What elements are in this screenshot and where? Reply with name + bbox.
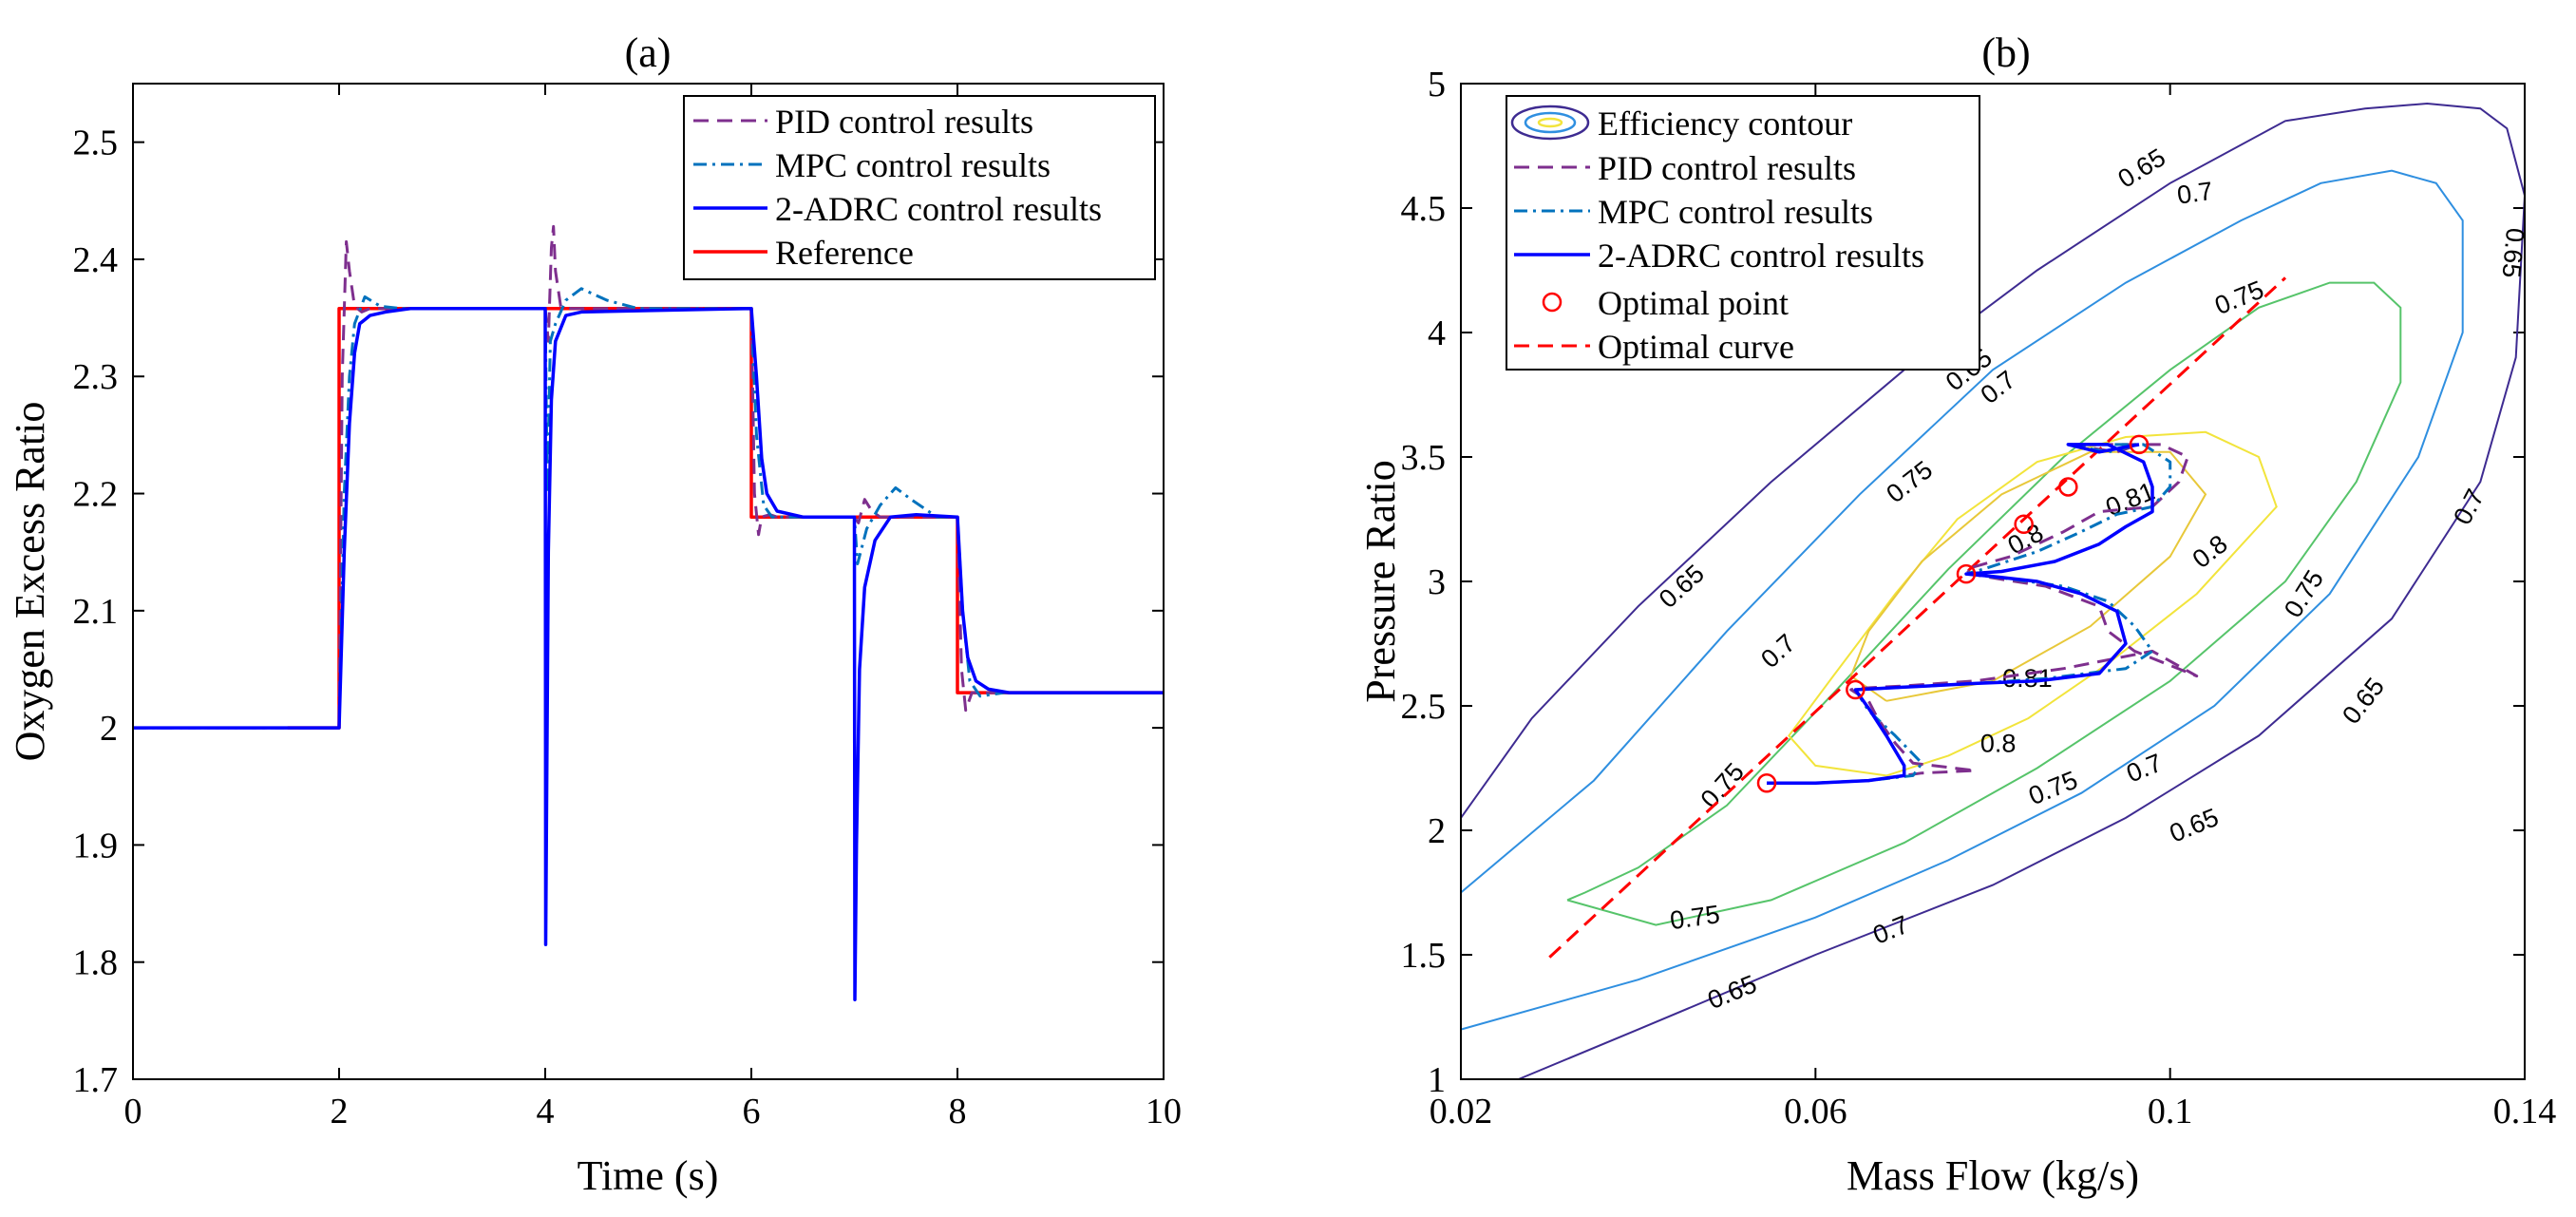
contour-label: 0.75 [1695, 757, 1750, 813]
contour-label: 0.8 [2188, 529, 2233, 574]
a-xtick-label: 0 [124, 1092, 142, 1131]
optimal-curve [1548, 276, 2287, 959]
a-xtick-label: 4 [537, 1092, 555, 1131]
optimal-point [2014, 514, 2034, 534]
panel-b-title: (b) [1981, 29, 2030, 76]
legend-b-optimal-point-label: Optimal point [1598, 284, 1789, 322]
contour-label: 0.75 [2279, 565, 2329, 622]
a-xtick-label: 2 [331, 1092, 349, 1131]
a-ytick-label: 2.1 [73, 592, 119, 632]
legend-b-mpc-label: MPC control results [1598, 193, 1873, 231]
contour-07 [1460, 169, 2464, 1031]
contour-label: 0.65 [2113, 143, 2170, 193]
b-ytick-label: 3 [1428, 562, 1446, 602]
optimal-point [1956, 563, 1977, 584]
contour-label: 0.75 [1881, 455, 1938, 508]
b-ytick-label: 4.5 [1401, 189, 1447, 229]
panel-a-series-reference [287, 306, 1164, 730]
panel-a-series-adrc [133, 306, 1164, 1001]
optimal-point [1846, 679, 1866, 700]
panel-a-ylabel: Oxygen Excess Ratio [7, 402, 53, 762]
panel-b-legend-box [1506, 95, 1980, 371]
b-ytick-label: 3.5 [1401, 438, 1447, 478]
panel-b-legend: Efficiency contour PID control results M… [1506, 95, 1980, 371]
panel-a-xlabel: Time (s) [578, 1152, 719, 1199]
panel-b-series-mpc [1767, 443, 2172, 785]
b-ytick-label: 1 [1428, 1060, 1446, 1100]
legend-a-pid-label: PID control results [775, 103, 1033, 141]
panel-a-legend-box [683, 95, 1156, 280]
a-ytick-label: 1.9 [73, 826, 119, 865]
a-ytick-label: 2.5 [73, 124, 119, 163]
optimal-point [2129, 434, 2150, 455]
a-ytick-label: 2.2 [73, 475, 119, 515]
panel-b-series-adrc [1767, 443, 2154, 785]
contour-label: 0.7 [1869, 910, 1913, 950]
contour-075 [1566, 281, 2402, 926]
a-ytick-label: 1.7 [73, 1060, 119, 1100]
panel-a-series-mpc [133, 287, 1164, 730]
contour-label: 0.75 [2210, 276, 2267, 321]
legend-a-adrc-label: 2-ADRC control results [775, 190, 1102, 228]
a-ytick-label: 2 [100, 709, 118, 749]
contour-label: 0.65 [2337, 673, 2390, 730]
panel-b-xlabel: Mass Flow (kg/s) [1847, 1152, 2139, 1199]
b-xtick-label: 0.14 [2493, 1092, 2557, 1131]
b-xtick-label: 0.02 [1430, 1092, 1493, 1131]
contour-label: 0.7 [1755, 629, 1801, 674]
b-ytick-label: 4 [1428, 314, 1446, 353]
b-xtick-label: 0.1 [2148, 1092, 2193, 1131]
b-ytick-label: 2 [1428, 811, 1446, 851]
contour-label: 0.65 [1654, 560, 1710, 614]
panel-b-axes-box [1460, 83, 2526, 1080]
contour-label: 0.65 [2166, 803, 2223, 848]
contour-label: 0.7 [2123, 749, 2167, 789]
contour-label: 0.75 [1668, 900, 1721, 935]
contour-label: 0.8 [1980, 729, 2017, 757]
a-xtick-label: 6 [743, 1092, 761, 1131]
a-ytick-label: 2.3 [73, 357, 119, 397]
contour-label: 0.65 [1704, 970, 1761, 1016]
panel-b-series-pid [1767, 443, 2199, 785]
contour-065 [1460, 102, 2527, 1080]
a-ytick-label: 2.4 [73, 240, 119, 280]
contour-08 [1788, 430, 2278, 777]
contour-label: 0.7 [2175, 177, 2214, 210]
legend-a-ref-label: Reference [775, 234, 914, 272]
optimal-point [1756, 772, 1777, 793]
a-ytick-label: 1.8 [73, 943, 119, 983]
panel-a-axes-box [132, 83, 1165, 1080]
panel-a-title: (a) [625, 29, 672, 76]
panel-a-series-pid [133, 224, 1164, 730]
b-ytick-label: 5 [1428, 65, 1446, 105]
legend-b-optimal-point-marker [1542, 292, 1563, 313]
a-xtick-label: 10 [1146, 1092, 1182, 1131]
contour-label: 0.75 [2024, 766, 2081, 811]
panel-a: (a) 0 2 4 6 8 10 1.7 1.8 1.9 2 2.1 2.2 2.3 2.4 2.5 Ti… [7, 29, 1182, 1199]
legend-b-optimal-curve-label: Optimal curve [1598, 328, 1794, 366]
a-xtick-label: 8 [949, 1092, 967, 1131]
optimal-point [2058, 477, 2078, 497]
b-ytick-label: 2.5 [1401, 687, 1447, 727]
legend-a-mpc-label: MPC control results [775, 146, 1051, 184]
legend-b-contour-swatch [1510, 105, 1590, 141]
panel-b: (b) 0.650.650.650.650.650.650.650.70.70.… [1357, 29, 2556, 1199]
contour-label: 0.8 [2003, 518, 2048, 560]
panel-a-legend: PID control results MPC control results … [683, 95, 1156, 280]
b-xtick-label: 0.06 [1784, 1092, 1847, 1131]
legend-b-pid-label: PID control results [1598, 149, 1856, 187]
legend-b-contour-label: Efficiency contour [1598, 105, 1852, 143]
panel-b-ylabel: Pressure Ratio [1357, 460, 1404, 702]
legend-b-adrc-label: 2-ADRC control results [1598, 237, 1924, 275]
contour-081 [1849, 450, 2207, 702]
b-ytick-label: 1.5 [1401, 936, 1447, 976]
